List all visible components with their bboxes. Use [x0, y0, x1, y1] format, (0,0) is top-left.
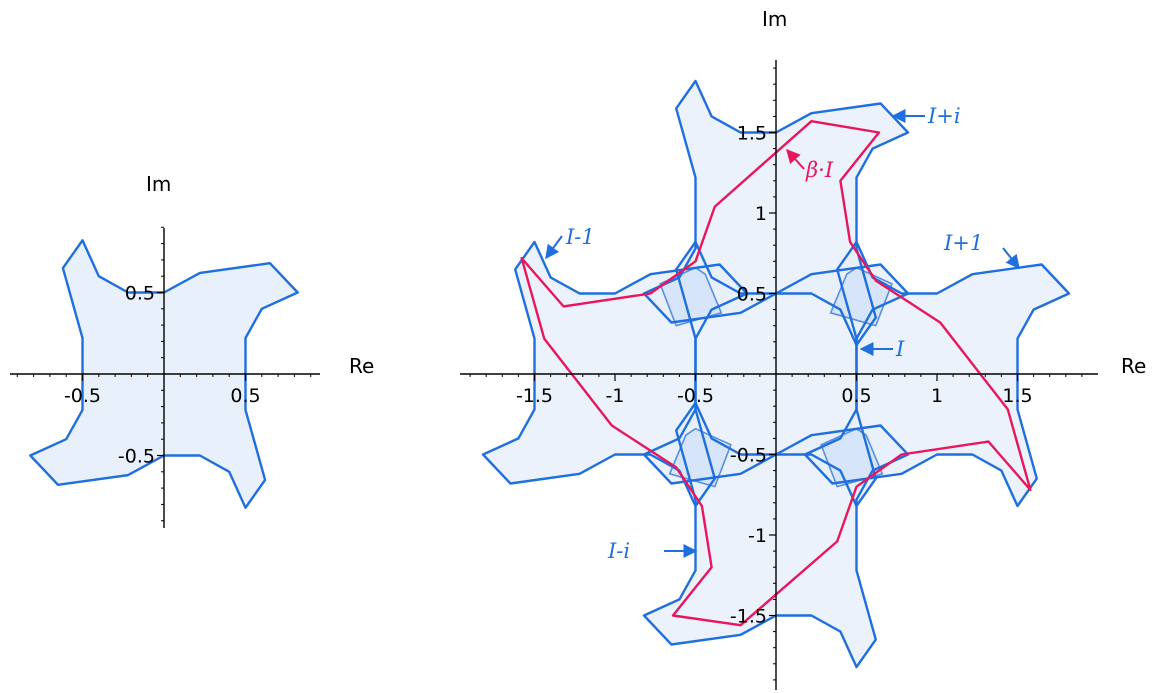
tiling-plot: -1.5 -1 -0.5 0.5 1 1.5 -1.5 -1 -0.5 0.5 1 1.5 Re Im… — [460, 7, 1146, 690]
label-i: I — [895, 337, 905, 361]
beta-tile-outline — [520, 119, 1032, 627]
right-axes: -1.5 -1 -0.5 0.5 1 1.5 -1.5 -1 -0.5 0.5 1 1.5 — [460, 60, 1098, 690]
x-tick-label: -1.5 — [516, 385, 553, 407]
y-tick-label: -1.5 — [730, 606, 767, 628]
x-tick-label: -1 — [606, 385, 625, 407]
left-y-axis-title: Im — [146, 172, 171, 196]
x-tick-label: 0.5 — [841, 385, 871, 407]
tile-outline-I-1 — [803, 240, 1071, 508]
label-i-plus-i: I+i — [927, 104, 961, 128]
y-tick-label: -1 — [748, 525, 767, 547]
annotation-i-minus-i: I-i — [607, 539, 698, 563]
annotation-i-plus-1: I+1 — [943, 231, 1020, 270]
right-y-axis-title: Im — [762, 7, 787, 31]
y-tick-label: 0.5 — [125, 283, 155, 305]
y-tick-label: -0.5 — [730, 445, 767, 467]
x-tick-label: -0.5 — [677, 385, 714, 407]
y-tick-label: 0.5 — [737, 284, 767, 306]
annotation-i-plus-i: I+i — [891, 104, 961, 128]
annotation-i: I — [859, 337, 905, 361]
x-tick-label: -0.5 — [64, 385, 101, 407]
x-tick-label: 0.5 — [230, 385, 260, 407]
y-tick-label: 1 — [755, 203, 767, 225]
left-axes: -0.5 0.5 -0.5 0.5 — [10, 226, 320, 528]
annotation-i-minus-1: I-1 — [545, 225, 595, 260]
x-tick-label: 1.5 — [1002, 385, 1032, 407]
left-x-axis-title: Re — [349, 354, 374, 378]
tile-outline-I-1 — [481, 240, 749, 508]
label-i-minus-1: I-1 — [565, 225, 595, 249]
y-tick-label: 1.5 — [737, 123, 767, 145]
x-tick-label: 1 — [931, 385, 943, 407]
label-i-plus-1: I+1 — [943, 231, 983, 255]
label-beta-i: β·I — [805, 158, 834, 182]
y-tick-label: -0.5 — [118, 446, 155, 468]
label-i-minus-i: I-i — [607, 539, 630, 563]
right-x-axis-title: Re — [1121, 354, 1146, 378]
small-tile-plot: -0.5 0.5 -0.5 0.5 Re Im — [10, 172, 374, 528]
annotation-beta-i: β·I — [786, 148, 834, 182]
